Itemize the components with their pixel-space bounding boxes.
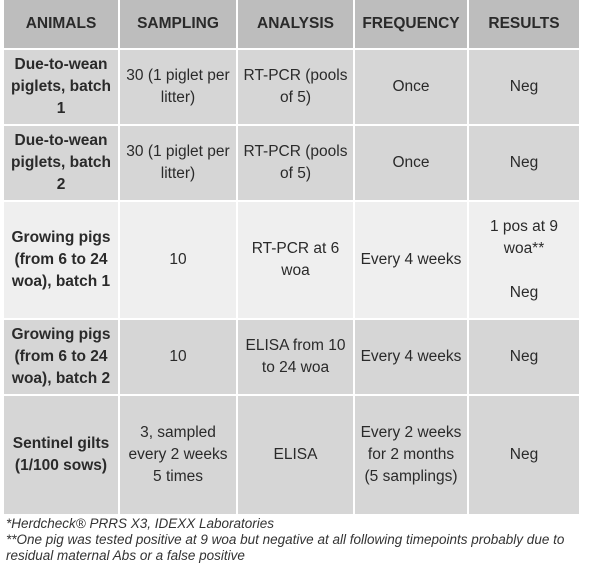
results-cell: Neg: [469, 126, 579, 200]
results-cell: Neg: [469, 396, 579, 514]
sampling-table: ANIMALS SAMPLING ANALYSIS FREQUENCY RESU…: [4, 0, 579, 516]
sampling-cell: 30 (1 piglet per litter): [120, 50, 238, 124]
animals-cell: Due-to-wean piglets, batch 1: [4, 50, 120, 124]
table-row: Due-to-wean piglets, batch 2 30 (1 pigle…: [4, 126, 579, 202]
footnote-herdcheck: *Herdcheck® PRRS X3, IDEXX Laboratories: [6, 516, 275, 531]
sampling-cell: 10: [120, 320, 238, 394]
analysis-cell: ELISA: [238, 396, 355, 514]
frequency-cell: Every 2 weeks for 2 months (5 samplings): [355, 396, 469, 514]
header-frequency: FREQUENCY: [355, 0, 469, 48]
frequency-cell: Once: [355, 50, 469, 124]
analysis-cell: RT-PCR (pools of 5): [238, 50, 355, 124]
frequency-cell: Every 4 weeks: [355, 320, 469, 394]
results-positive-note: 1 pos at 9 woa**: [489, 218, 559, 257]
table-row: Growing pigs (from 6 to 24 woa), batch 2…: [4, 320, 579, 396]
sampling-cell: 3, sampled every 2 weeks 5 times: [120, 396, 238, 514]
footnote-positive-pig: **One pig was tested positive at 9 woa b…: [6, 532, 565, 563]
analysis-cell: RT-PCR at 6 woa: [238, 202, 355, 318]
results-cell: Neg: [469, 50, 579, 124]
header-results: RESULTS: [469, 0, 579, 48]
animals-cell: Growing pigs (from 6 to 24 woa), batch 2: [4, 320, 120, 394]
animals-cell: Growing pigs (from 6 to 24 woa), batch 1: [4, 202, 120, 318]
animals-cell: Sentinel gilts (1/100 sows): [4, 396, 120, 514]
results-negative-note: Neg: [509, 284, 539, 301]
analysis-cell: ELISA from 10 to 24 woa: [238, 320, 355, 394]
header-animals: ANIMALS: [4, 0, 120, 48]
footnotes: *Herdcheck® PRRS X3, IDEXX Laboratories …: [6, 516, 591, 564]
sampling-cell: 30 (1 piglet per litter): [120, 126, 238, 200]
results-cell: 1 pos at 9 woa** Neg: [469, 202, 579, 318]
frequency-cell: Once: [355, 126, 469, 200]
frequency-cell: Every 4 weeks: [355, 202, 469, 318]
animals-cell: Due-to-wean piglets, batch 2: [4, 126, 120, 200]
sampling-cell: 10: [120, 202, 238, 318]
table-row: Growing pigs (from 6 to 24 woa), batch 1…: [4, 202, 579, 320]
header-analysis: ANALYSIS: [238, 0, 355, 48]
analysis-cell: RT-PCR (pools of 5): [238, 126, 355, 200]
table-header-row: ANIMALS SAMPLING ANALYSIS FREQUENCY RESU…: [4, 0, 579, 50]
results-cell: Neg: [469, 320, 579, 394]
table-row: Due-to-wean piglets, batch 1 30 (1 pigle…: [4, 50, 579, 126]
header-sampling: SAMPLING: [120, 0, 238, 48]
table-row: Sentinel gilts (1/100 sows) 3, sampled e…: [4, 396, 579, 516]
